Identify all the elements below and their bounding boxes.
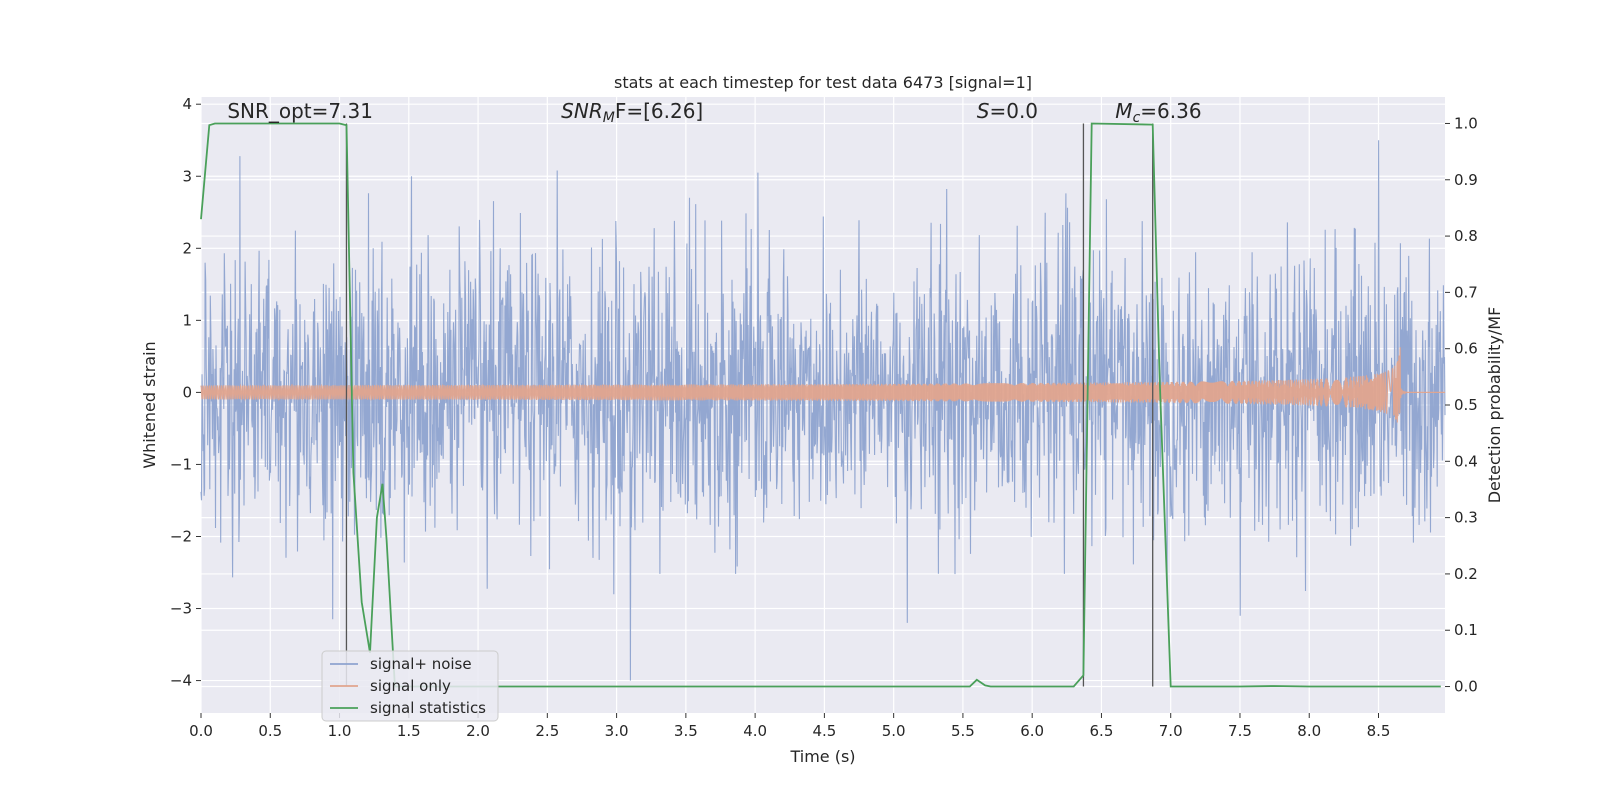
y-right-tick-label-1: 0.9: [1454, 171, 1478, 189]
x-tick-label-16: 8.0: [1297, 722, 1321, 740]
x-tick-label-2: 1.0: [328, 722, 352, 740]
signal-only-line: [200, 347, 1445, 423]
y-right-tick-label-2: 0.8: [1454, 227, 1478, 245]
y-left-tick-label-0: 4: [182, 95, 192, 113]
x-tick-label-1: 0.5: [258, 722, 282, 740]
y-right-tick-label-0: 1.0: [1454, 114, 1478, 132]
legend-box: [321, 650, 499, 722]
y-right-tick-label-3: 0.7: [1454, 283, 1478, 301]
y-left-tick-label-3: 1: [182, 311, 192, 329]
y-axis-label-right: Detection probability/MF: [1485, 307, 1504, 504]
x-tick-label-14: 7.0: [1159, 722, 1183, 740]
x-tick-label-5: 2.5: [535, 722, 559, 740]
y-right-tick-label-9: 0.1: [1454, 621, 1478, 639]
chart-title: stats at each timestep for test data 647…: [614, 73, 1032, 92]
legend-label-2: signal statistics: [370, 699, 486, 717]
x-tick-label-13: 6.5: [1090, 722, 1114, 740]
x-tick-label-8: 4.0: [743, 722, 767, 740]
x-tick-label-6: 3.0: [605, 722, 629, 740]
y-right-tick-label-6: 0.4: [1454, 452, 1478, 470]
x-tick-label-9: 4.5: [812, 722, 836, 740]
series-signal-noise: [200, 140, 1446, 681]
x-tick-label-12: 6.0: [1020, 722, 1044, 740]
legend: signal+ noise signal only signal statistic…: [321, 650, 499, 722]
y-right-tick-label-8: 0.2: [1454, 565, 1478, 583]
y-right-tick-label-5: 0.5: [1454, 396, 1478, 414]
y-left-tick-label-8: −4: [170, 672, 192, 690]
x-tick-label-3: 1.5: [397, 722, 421, 740]
x-axis-label: Time (s): [789, 747, 855, 766]
annotation-mc: Mc=6.36: [1115, 99, 1201, 126]
annotation-s-stat: S=0.0: [977, 99, 1038, 123]
annotation-snr-opt: SNR_opt=7.31: [227, 99, 373, 123]
y-left-tick-label-2: 2: [182, 239, 192, 257]
x-tick-label-15: 7.5: [1228, 722, 1252, 740]
signal-noise-line: [200, 140, 1446, 681]
x-tick-label-0: 0.0: [189, 722, 213, 740]
annotations: SNR_opt=7.31 SNRMF=[6.26] S=0.0 Mc=6.36: [227, 99, 1201, 126]
y-left-tick-label-7: −3: [170, 600, 192, 618]
x-tick-label-17: 8.5: [1367, 722, 1391, 740]
annotation-snr-mf: SNRMF=[6.26]: [561, 99, 703, 126]
signal-statistics-line: [200, 122, 1441, 688]
ticks: 0.0 0.5 1.0 1.5 2.0 2.5 3.0 3.5 4.0 4.5 5.0 5.5 6.0 6…: [170, 95, 1478, 740]
y-left-tick-label-1: 3: [182, 167, 192, 185]
y-left-tick-label-6: −2: [170, 527, 192, 545]
y-right-tick-label-7: 0.3: [1454, 509, 1478, 527]
y-axis-label-left: Whitened strain: [140, 341, 159, 468]
y-left-tick-label-5: −1: [170, 455, 192, 473]
vertical-markers: [345, 123, 1154, 687]
x-tick-label-11: 5.5: [951, 722, 975, 740]
legend-label-1: signal only: [370, 677, 451, 695]
y-left-tick-label-4: 0: [182, 383, 192, 401]
x-tick-label-10: 5.0: [882, 722, 906, 740]
x-tick-label-4: 2.0: [466, 722, 490, 740]
series-signal-statistics: [200, 122, 1441, 688]
legend-label-0: signal+ noise: [370, 655, 472, 673]
x-tick-label-7: 3.5: [674, 722, 698, 740]
series-signal-only: [200, 347, 1445, 423]
y-right-tick-label-4: 0.6: [1454, 340, 1478, 358]
y-right-tick-label-10: 0.0: [1454, 678, 1478, 696]
